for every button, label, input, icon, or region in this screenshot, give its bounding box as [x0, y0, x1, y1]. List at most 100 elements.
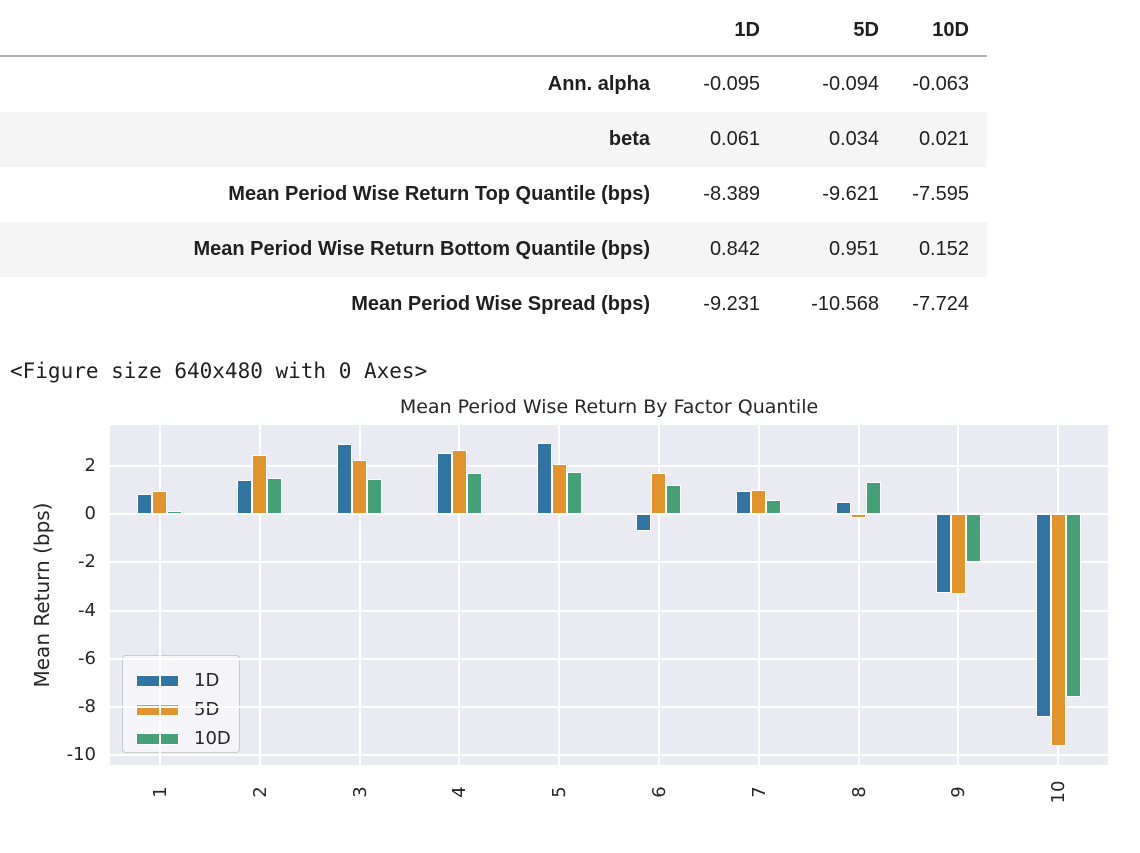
figure-repr-text: <Figure size 640x480 with 0 Axes>: [10, 359, 428, 383]
y-tick-label: -8: [78, 696, 96, 718]
bar-5D-q5: [551, 463, 567, 515]
bar-1D-q7: [736, 491, 752, 515]
gridline-vertical: [757, 425, 760, 765]
legend-item-5D: 5D: [136, 695, 239, 724]
gridline-vertical: [558, 425, 561, 765]
column-header: 1D: [734, 19, 760, 41]
x-tick-label: 8: [848, 786, 869, 798]
bar-5D-q6: [651, 473, 667, 515]
table-row: Mean Period Wise Return Top Quantile (bp…: [0, 167, 987, 222]
bar-10D-q8: [866, 481, 881, 515]
plot-area: 1D 5D 10D: [110, 425, 1108, 765]
table-corner-cell: [0, 9, 650, 56]
table-cell-value: 0.034: [828, 128, 879, 150]
legend-swatch-1D: [136, 674, 179, 687]
table-cell-value: 0.951: [828, 238, 879, 260]
gridline-horizontal: [110, 464, 1108, 467]
table-header: 1D 5D 10D: [0, 9, 987, 56]
y-tick-label: 2: [84, 454, 96, 476]
bar-10D-q2: [267, 478, 283, 515]
legend-swatch-10D: [136, 732, 179, 745]
table-cell-value: -7.595: [912, 183, 969, 205]
x-tick-label: 5: [548, 786, 570, 798]
column-header: 10D: [932, 19, 969, 41]
bar-10D-q10: [1065, 514, 1081, 698]
table-cell-value: -9.621: [822, 183, 879, 205]
bar-1D-q8: [836, 502, 851, 515]
row-label: Mean Period Wise Spread (bps): [351, 293, 650, 315]
row-label: Mean Period Wise Return Bottom Quantile …: [193, 238, 650, 260]
gridline-vertical: [857, 425, 860, 765]
bar-5D-q9: [950, 514, 966, 594]
legend-label: 5D: [194, 699, 220, 720]
table-cell-value: -8.389: [703, 183, 760, 205]
table-cell-value: -7.724: [912, 293, 969, 315]
legend-item-1D: 1D: [136, 666, 239, 695]
table-row: Mean Period Wise Return Bottom Quantile …: [0, 222, 987, 277]
bar-10D-q4: [466, 473, 482, 515]
bar-1D-q2: [237, 480, 253, 515]
gridline-vertical: [258, 425, 261, 765]
gridline-vertical: [358, 425, 361, 765]
bar-5D-q10: [1050, 514, 1066, 747]
y-tick-label: -10: [66, 744, 96, 766]
x-tick-label: 1: [149, 786, 171, 798]
chart-title: Mean Period Wise Return By Factor Quanti…: [399, 396, 819, 418]
row-label: Mean Period Wise Return Top Quantile (bp…: [228, 183, 650, 205]
bar-5D-q4: [451, 450, 467, 515]
bar-5D-q1: [152, 491, 168, 515]
gridline-vertical: [158, 425, 161, 765]
y-tick-label: -6: [78, 647, 96, 669]
bar-10D-q1: [167, 510, 183, 515]
row-label: Ann. alpha: [547, 73, 650, 95]
table-row: Mean Period Wise Spread (bps) -9.231 -10.5…: [0, 277, 987, 332]
bar-1D-q1: [137, 493, 153, 515]
table-cell-value: -10.568: [811, 293, 879, 315]
factor-returns-stats-table: 1D 5D 10D Ann. alpha -0.095 -0.094 -0.063 beta…: [0, 9, 987, 332]
table-row: beta 0.061 0.034 0.021: [0, 112, 987, 167]
gridline-vertical: [458, 425, 461, 765]
bar-10D-q6: [666, 485, 682, 515]
gridline-vertical: [957, 425, 960, 765]
table-cell-value: 0.152: [918, 238, 969, 260]
quantile-return-bar-chart: Mean Period Wise Return By Factor Quanti…: [0, 395, 1140, 824]
legend-label: 10D: [194, 728, 231, 749]
table-cell-value: -0.094: [822, 73, 879, 95]
y-tick-label: -2: [78, 551, 96, 573]
chart-legend: 1D 5D 10D: [122, 655, 240, 753]
table-cell-value: 0.061: [709, 128, 760, 150]
gridline-horizontal: [110, 513, 1108, 516]
bar-1D-q6: [636, 514, 652, 532]
gridline-horizontal: [110, 754, 1108, 757]
bar-10D-q7: [766, 499, 782, 515]
y-tick-label: -4: [78, 599, 96, 621]
gridline-horizontal: [110, 561, 1108, 564]
bar-1D-q10: [1035, 514, 1051, 717]
x-tick-label: 4: [448, 786, 470, 798]
legend-item-10D: 10D: [136, 724, 239, 753]
bar-5D-q7: [751, 490, 767, 515]
table-cell-value: -0.063: [912, 73, 969, 95]
x-tick-label: 9: [947, 786, 969, 798]
y-tick-label: 0: [84, 503, 96, 525]
bar-10D-q5: [566, 472, 582, 515]
gridline-horizontal: [110, 706, 1108, 709]
bar-10D-q9: [965, 514, 981, 563]
table-cell-value: 0.021: [918, 128, 969, 150]
bar-5D-q2: [252, 455, 268, 515]
gridline-horizontal: [110, 657, 1108, 660]
x-tick-label: 2: [249, 786, 271, 798]
x-tick-label: 6: [648, 786, 670, 798]
x-tick-label: 7: [748, 786, 770, 798]
bar-1D-q9: [935, 514, 951, 593]
gridline-vertical: [657, 425, 660, 765]
row-label: beta: [608, 128, 650, 150]
legend-label: 1D: [194, 670, 220, 691]
bar-10D-q3: [367, 479, 382, 515]
table-cell-value: -0.095: [703, 73, 760, 95]
bar-1D-q5: [536, 443, 552, 515]
table-cell-value: 0.842: [709, 238, 760, 260]
column-header: 5D: [853, 19, 879, 41]
bar-5D-q3: [352, 459, 367, 515]
gridline-horizontal: [110, 609, 1108, 612]
